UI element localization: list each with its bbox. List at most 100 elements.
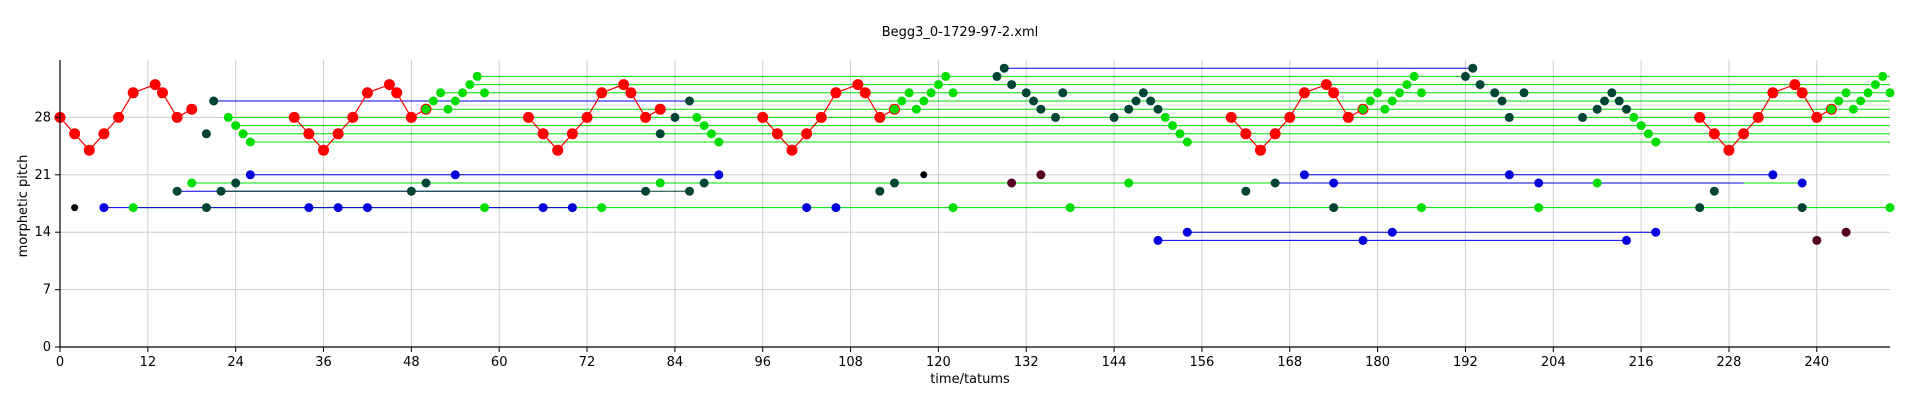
data-point [1811, 111, 1823, 123]
data-point [1629, 112, 1639, 122]
data-point [1225, 111, 1237, 123]
data-point [1841, 227, 1851, 237]
data-point [566, 128, 578, 140]
data-point [69, 128, 81, 140]
data-point [522, 111, 534, 123]
data-point [383, 79, 395, 91]
data-point [472, 71, 482, 81]
data-point [1160, 112, 1170, 122]
data-point [859, 87, 871, 99]
data-point [443, 104, 453, 114]
data-point [875, 186, 885, 196]
chart-title: Begg3_0-1729-97-2.xml [882, 25, 1039, 40]
data-point [1475, 80, 1485, 90]
data-point [537, 128, 549, 140]
y-tick-label: 28 [34, 110, 51, 125]
data-point [919, 96, 929, 106]
data-point [1269, 128, 1281, 140]
data-point [1592, 178, 1602, 188]
x-tick-label: 72 [579, 355, 596, 370]
data-point [71, 204, 79, 212]
data-point [1387, 227, 1397, 237]
melody-line [1230, 83, 1364, 152]
data-point [1395, 88, 1405, 98]
data-point [655, 129, 665, 139]
data-point [1358, 235, 1368, 245]
data-point [1329, 178, 1339, 188]
data-point [1153, 235, 1163, 245]
data-point [933, 80, 943, 90]
data-point [874, 111, 886, 123]
data-point [1417, 203, 1427, 213]
data-point [209, 96, 219, 106]
data-point [1592, 104, 1602, 114]
data-point [1490, 88, 1500, 98]
melody-line [762, 83, 895, 152]
data-point [1270, 178, 1280, 188]
data-point [831, 203, 841, 213]
data-point [1767, 87, 1779, 99]
x-tick-label: 180 [1365, 355, 1390, 370]
data-point [1797, 203, 1807, 213]
data-point [333, 203, 343, 213]
data-point [347, 111, 359, 123]
data-point [714, 137, 724, 147]
data-point [771, 128, 783, 140]
data-point [1109, 112, 1119, 122]
data-point [1065, 203, 1075, 213]
data-point [1870, 80, 1880, 90]
data-point [889, 104, 899, 114]
data-point [904, 88, 914, 98]
data-point [1182, 137, 1192, 147]
data-point [1621, 104, 1631, 114]
data-point [1643, 129, 1653, 139]
data-point [1299, 170, 1309, 180]
data-point [618, 79, 630, 91]
axes [55, 60, 1890, 352]
data-point [1007, 178, 1017, 188]
melody-line [59, 83, 193, 152]
data-point [1342, 111, 1354, 123]
data-point [1651, 137, 1661, 147]
data-point [948, 203, 958, 213]
data-point [654, 103, 666, 115]
data-point [480, 88, 490, 98]
y-tick-label: 14 [34, 225, 51, 240]
data-point [538, 203, 548, 213]
data-point [1284, 111, 1296, 123]
data-point [303, 128, 315, 140]
data-point [911, 104, 921, 114]
data-point [926, 88, 936, 98]
x-tick-label: 12 [140, 355, 157, 370]
data-point [231, 121, 241, 131]
data-point [421, 178, 431, 188]
data-point [361, 87, 373, 99]
data-point [1409, 71, 1419, 81]
data-point [391, 87, 403, 99]
data-point [699, 178, 709, 188]
y-axis-label: morphetic pitch [16, 155, 31, 258]
data-point [450, 170, 460, 180]
data-point [216, 186, 226, 196]
data-point [1863, 88, 1873, 98]
data-point [362, 203, 372, 213]
data-point [852, 79, 864, 91]
data-point [1651, 227, 1661, 237]
x-axis-label: time/tatums [930, 372, 1010, 387]
data-point [889, 178, 899, 188]
data-point [1131, 96, 1141, 106]
data-point [1607, 88, 1617, 98]
data-point [897, 96, 907, 106]
x-tick-label: 48 [403, 355, 420, 370]
data-point [1240, 128, 1252, 140]
data-point [231, 178, 241, 188]
data-point [1695, 203, 1705, 213]
x-tick-label: 216 [1629, 355, 1654, 370]
data-point [802, 203, 812, 213]
data-point [685, 186, 695, 196]
data-point [1124, 104, 1134, 114]
data-point [552, 144, 564, 156]
y-tick-label: 0 [43, 340, 51, 355]
data-point [1138, 88, 1148, 98]
data-point [1402, 80, 1412, 90]
